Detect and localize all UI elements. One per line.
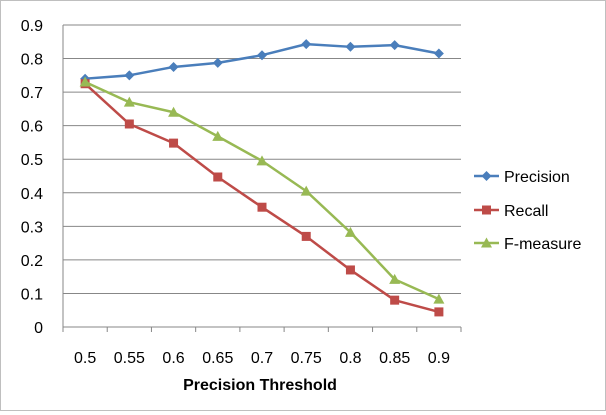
y-tick-label: 0.2: [21, 253, 43, 270]
x-tick-label: 0.8: [339, 350, 361, 367]
y-tick-label: 0.6: [21, 119, 43, 136]
recall-point: [169, 138, 179, 148]
x-tick-label: 0.75: [291, 350, 322, 367]
precision-point: [124, 70, 135, 81]
precision-point: [212, 57, 223, 68]
legend-label: F-measure: [504, 236, 581, 253]
legend-label: Recall: [504, 203, 548, 220]
precision-point: [433, 48, 444, 59]
precision-point: [345, 41, 356, 52]
recall-line: [84, 82, 440, 314]
recall-series: [80, 79, 444, 317]
x-tick-label: 0.85: [379, 350, 410, 367]
f-measure-point: [389, 273, 401, 284]
precision-point: [257, 50, 267, 61]
legend-item-f-measure: F-measure: [474, 236, 581, 253]
f-measure-point: [123, 96, 135, 107]
f-measure-series: [79, 76, 445, 304]
precision-line: [85, 42, 440, 80]
recall-point: [301, 231, 311, 241]
f-measure-point: [300, 185, 312, 196]
x-tick-label: 0.7: [251, 350, 273, 367]
legend: Precision Recall F-measure: [474, 169, 581, 253]
axes: 0 0.1 0.2 0.3 0.4 0.5 0.6 0.7 0.8 0.9 0.5 0.55 0.6 0.…: [21, 18, 462, 367]
f-measure-point: [212, 130, 224, 141]
x-tick-label: 0.65: [202, 350, 233, 367]
f-measure-point: [168, 106, 180, 117]
legend-marker: [481, 237, 492, 248]
y-tick-label: 0.3: [21, 219, 43, 236]
y-tick-label: 0: [34, 320, 43, 337]
x-tick-label: 0.9: [428, 350, 450, 367]
legend-marker: [482, 205, 491, 215]
y-tick-label: 0.8: [21, 52, 43, 69]
series-lines: [79, 39, 445, 317]
precision-series: [80, 39, 444, 84]
legend-label: Precision: [504, 169, 570, 186]
recall-point: [257, 202, 267, 212]
recall-point: [434, 307, 444, 317]
y-tick-label: 0.5: [21, 152, 43, 169]
f-measure-point: [344, 226, 356, 237]
y-tick-label: 0.7: [21, 85, 43, 102]
y-tick-label: 0.1: [21, 286, 43, 303]
precision-point: [301, 39, 312, 50]
f-measure-point: [79, 76, 91, 87]
legend-item-recall: Recall: [474, 203, 548, 220]
y-tick-label: 0.9: [21, 18, 43, 35]
recall-point: [390, 295, 400, 305]
x-axis-title: Precision Threshold: [183, 377, 337, 394]
recall-point: [213, 172, 223, 182]
precision-point: [168, 61, 179, 72]
recall-point: [124, 119, 134, 129]
f-measure-line: [84, 80, 440, 301]
x-tick-label: 0.5: [74, 350, 96, 367]
f-measure-point: [256, 155, 268, 166]
f-measure-point: [433, 293, 445, 304]
y-tick-label: 0.4: [21, 186, 43, 203]
legend-marker: [481, 171, 492, 181]
x-tick-label: 0.6: [162, 350, 184, 367]
recall-point: [345, 265, 355, 275]
legend-item-precision: Precision: [474, 169, 570, 186]
x-tick-label: 0.55: [114, 350, 145, 367]
precision-point: [389, 40, 400, 51]
